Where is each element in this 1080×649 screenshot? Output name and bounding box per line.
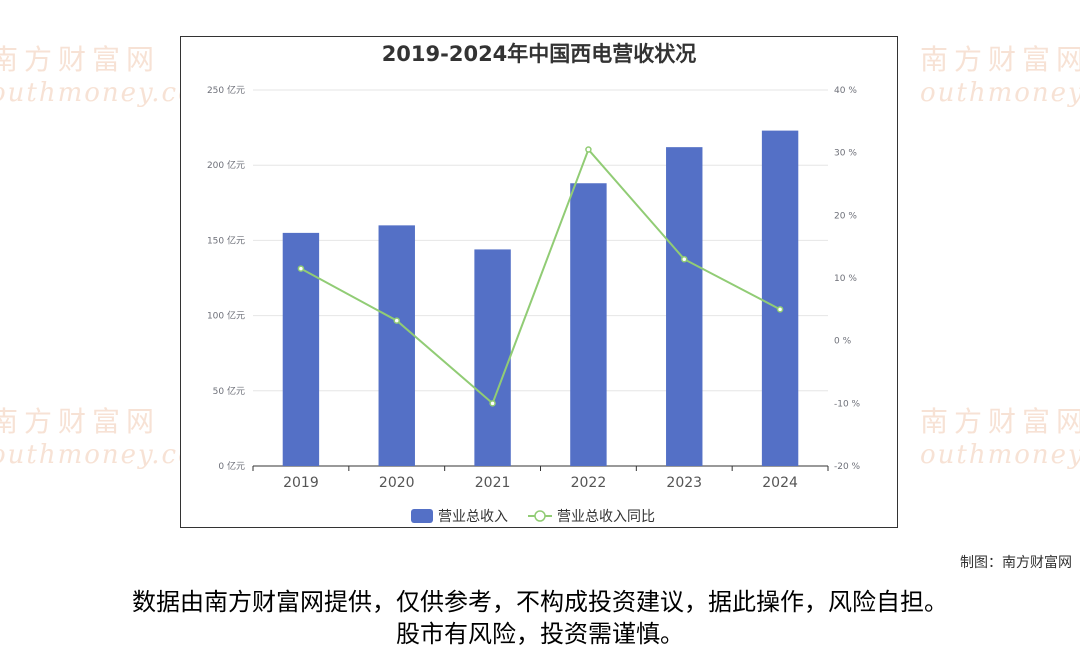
x-tick-label: 2019 bbox=[283, 475, 319, 491]
y-left-tick-label: 100 亿元 bbox=[207, 310, 245, 322]
y-right-tick-label: 40 % bbox=[834, 86, 857, 96]
line-point bbox=[776, 306, 784, 313]
y-left-tick-label: 150 亿元 bbox=[207, 234, 245, 246]
x-tick-label: 2020 bbox=[379, 475, 415, 491]
legend-bar-swatch bbox=[411, 509, 433, 523]
y-left-tick-label: 200 亿元 bbox=[207, 159, 245, 171]
bar bbox=[378, 225, 415, 466]
y-right-tick-label: -10 % bbox=[834, 399, 861, 409]
series-line bbox=[300, 147, 781, 406]
y-right-tick-label: 20 % bbox=[834, 211, 857, 221]
legend-label: 营业总收入同比 bbox=[557, 509, 655, 525]
bar bbox=[570, 183, 607, 467]
disclaimer-line-1: 数据由南方财富网提供，仅供参考，不构成投资建议，据此操作，风险自担。 bbox=[132, 588, 948, 616]
x-tick-label: 2024 bbox=[762, 475, 798, 491]
chart-credit: 制图：南方财富网 bbox=[960, 555, 1072, 571]
line-point bbox=[681, 255, 688, 263]
legend-label: 营业总收入 bbox=[438, 509, 508, 525]
line-point bbox=[393, 317, 400, 324]
y-right-tick-label: -20 % bbox=[834, 462, 861, 472]
bar bbox=[761, 130, 799, 466]
line-point bbox=[297, 265, 305, 272]
line-point bbox=[489, 400, 496, 407]
bar bbox=[474, 249, 511, 466]
chart-title: 2019-2024年中国西电营收状况 bbox=[381, 42, 697, 66]
legend-line-marker bbox=[534, 510, 546, 522]
x-tick-label: 2021 bbox=[475, 475, 511, 491]
y-left-tick-label: 50 亿元 bbox=[213, 385, 245, 397]
y-left-tick-label: 0 亿元 bbox=[218, 460, 245, 472]
y-right-tick-label: 0 % bbox=[834, 337, 852, 347]
disclaimer-line-2: 股市有风险，投资需谨慎。 bbox=[396, 620, 684, 648]
y-right-tick-label: 30 % bbox=[834, 149, 857, 159]
x-tick-label: 2022 bbox=[571, 475, 607, 491]
line-point bbox=[585, 146, 592, 153]
y-right-tick-label: 10 % bbox=[834, 274, 857, 284]
x-tick-label: 2023 bbox=[666, 475, 702, 491]
y-left-tick-label: 250 亿元 bbox=[207, 84, 245, 96]
bar bbox=[666, 147, 703, 467]
